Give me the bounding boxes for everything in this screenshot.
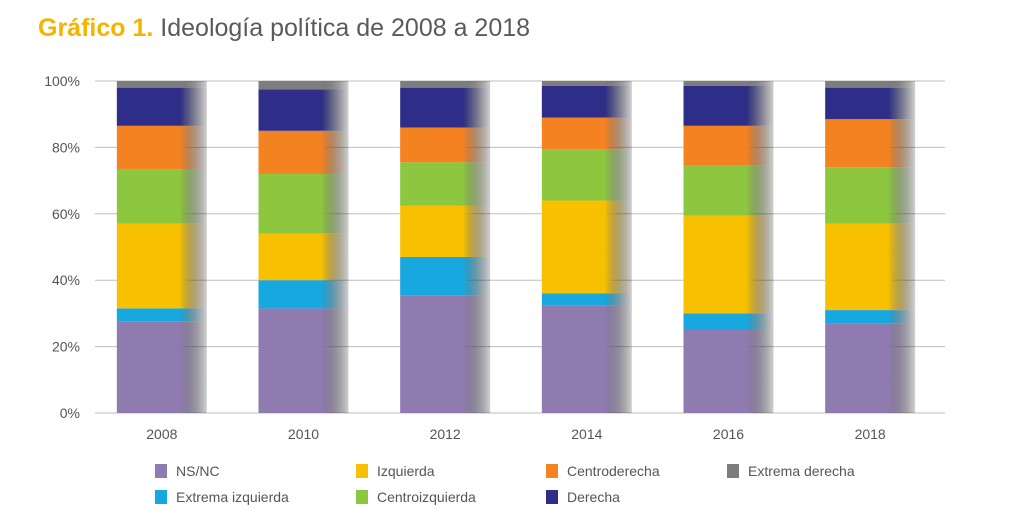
legend-item-centroderecha: Centroderecha xyxy=(546,463,660,479)
bar-segment-derecha-2018 xyxy=(825,87,916,120)
legend-label: Izquierda xyxy=(377,463,435,479)
x-tick-label: 2016 xyxy=(713,426,744,442)
bar-segment-extrema-izquierda-2014 xyxy=(541,293,632,306)
bar-segment-izquierda-2008 xyxy=(116,223,207,309)
bar-segment-derecha-2016 xyxy=(683,85,774,126)
bar-segment-centroizquierda-2012 xyxy=(400,162,491,206)
y-tick-label: 80% xyxy=(52,139,80,155)
x-tick-label: 2010 xyxy=(288,426,319,442)
bar-segment-extrema-derecha-2012 xyxy=(400,81,491,88)
bar-segment-extrema-izquierda-2010 xyxy=(258,280,349,309)
bar-segment-derecha-2008 xyxy=(116,87,207,126)
legend-swatch xyxy=(356,464,368,478)
y-tick-label: 40% xyxy=(52,272,80,288)
y-tick-label: 0% xyxy=(60,405,80,421)
bar-segment-ns-nc-2018 xyxy=(825,323,916,413)
legend-item-centroizquierda: Centroizquierda xyxy=(356,489,476,505)
bar-segment-centroizquierda-2010 xyxy=(258,173,349,234)
x-tick-label: 2012 xyxy=(430,426,461,442)
legend-item-izquierda: Izquierda xyxy=(356,463,435,479)
legend-item-extrema-izquierda: Extrema izquierda xyxy=(155,489,289,505)
bar-segment-centroizquierda-2008 xyxy=(116,168,207,224)
bar-segment-extrema-izquierda-2016 xyxy=(683,313,774,330)
bar-segment-ns-nc-2014 xyxy=(541,305,632,413)
legend-label: Extrema izquierda xyxy=(176,489,289,505)
legend-item-ns-nc: NS/NC xyxy=(155,463,220,479)
bar-segment-izquierda-2012 xyxy=(400,205,491,257)
bar-segment-centroderecha-2018 xyxy=(825,119,916,168)
y-tick-label: 60% xyxy=(52,206,80,222)
bar-segment-derecha-2012 xyxy=(400,87,491,128)
bar-segment-centroderecha-2014 xyxy=(541,117,632,150)
legend-swatch xyxy=(546,490,558,504)
bar-segment-ns-nc-2012 xyxy=(400,295,491,413)
bar-segment-derecha-2014 xyxy=(541,85,632,118)
bar-segment-extrema-izquierda-2008 xyxy=(116,308,207,322)
legend-label: Derecha xyxy=(567,489,620,505)
bar-segment-extrema-izquierda-2018 xyxy=(825,310,916,324)
legend-item-derecha: Derecha xyxy=(546,489,620,505)
bar-segment-extrema-derecha-2018 xyxy=(825,81,916,88)
bar-segment-ns-nc-2016 xyxy=(683,330,774,413)
y-tick-label: 20% xyxy=(52,339,80,355)
bar-segment-izquierda-2018 xyxy=(825,223,916,311)
bar-segment-extrema-derecha-2014 xyxy=(541,81,632,86)
legend-label: Extrema derecha xyxy=(748,463,855,479)
bar-segment-centroizquierda-2018 xyxy=(825,167,916,224)
bar-segment-extrema-derecha-2008 xyxy=(116,81,207,88)
legend-swatch xyxy=(546,464,558,478)
bar-segment-centroizquierda-2014 xyxy=(541,149,632,201)
bar-segment-extrema-derecha-2010 xyxy=(258,81,349,90)
legend-label: NS/NC xyxy=(176,463,220,479)
legend-swatch xyxy=(155,490,167,504)
x-tick-label: 2014 xyxy=(571,426,602,442)
y-tick-label: 100% xyxy=(44,73,80,89)
bar-segment-izquierda-2016 xyxy=(683,215,774,314)
bar-segment-extrema-derecha-2016 xyxy=(683,81,774,86)
bar-segment-extrema-izquierda-2012 xyxy=(400,256,491,296)
legend-swatch xyxy=(356,490,368,504)
chart-title: Gráfico 1. Ideología política de 2008 a … xyxy=(38,14,530,43)
bar-segment-centroderecha-2012 xyxy=(400,127,491,163)
bar-segment-centroderecha-2008 xyxy=(116,125,207,169)
legend-swatch xyxy=(727,464,739,478)
bar-segment-centroderecha-2010 xyxy=(258,130,349,174)
bar-segment-centroderecha-2016 xyxy=(683,125,774,166)
legend-swatch xyxy=(155,464,167,478)
bar-segment-izquierda-2014 xyxy=(541,200,632,294)
legend-item-extrema-derecha: Extrema derecha xyxy=(727,463,855,479)
legend-label: Centroderecha xyxy=(567,463,660,479)
chart-title-text: Ideología política de 2008 a 2018 xyxy=(160,14,531,42)
bar-segment-derecha-2010 xyxy=(258,89,349,131)
x-tick-label: 2008 xyxy=(146,426,177,442)
bar-segment-centroizquierda-2016 xyxy=(683,165,774,216)
legend-label: Centroizquierda xyxy=(377,489,476,505)
bar-segment-izquierda-2010 xyxy=(258,233,349,281)
x-tick-label: 2018 xyxy=(855,426,886,442)
bar-segment-ns-nc-2008 xyxy=(116,321,207,413)
chart-title-lead: Gráfico 1. xyxy=(38,14,154,42)
bar-segment-ns-nc-2010 xyxy=(258,308,349,413)
